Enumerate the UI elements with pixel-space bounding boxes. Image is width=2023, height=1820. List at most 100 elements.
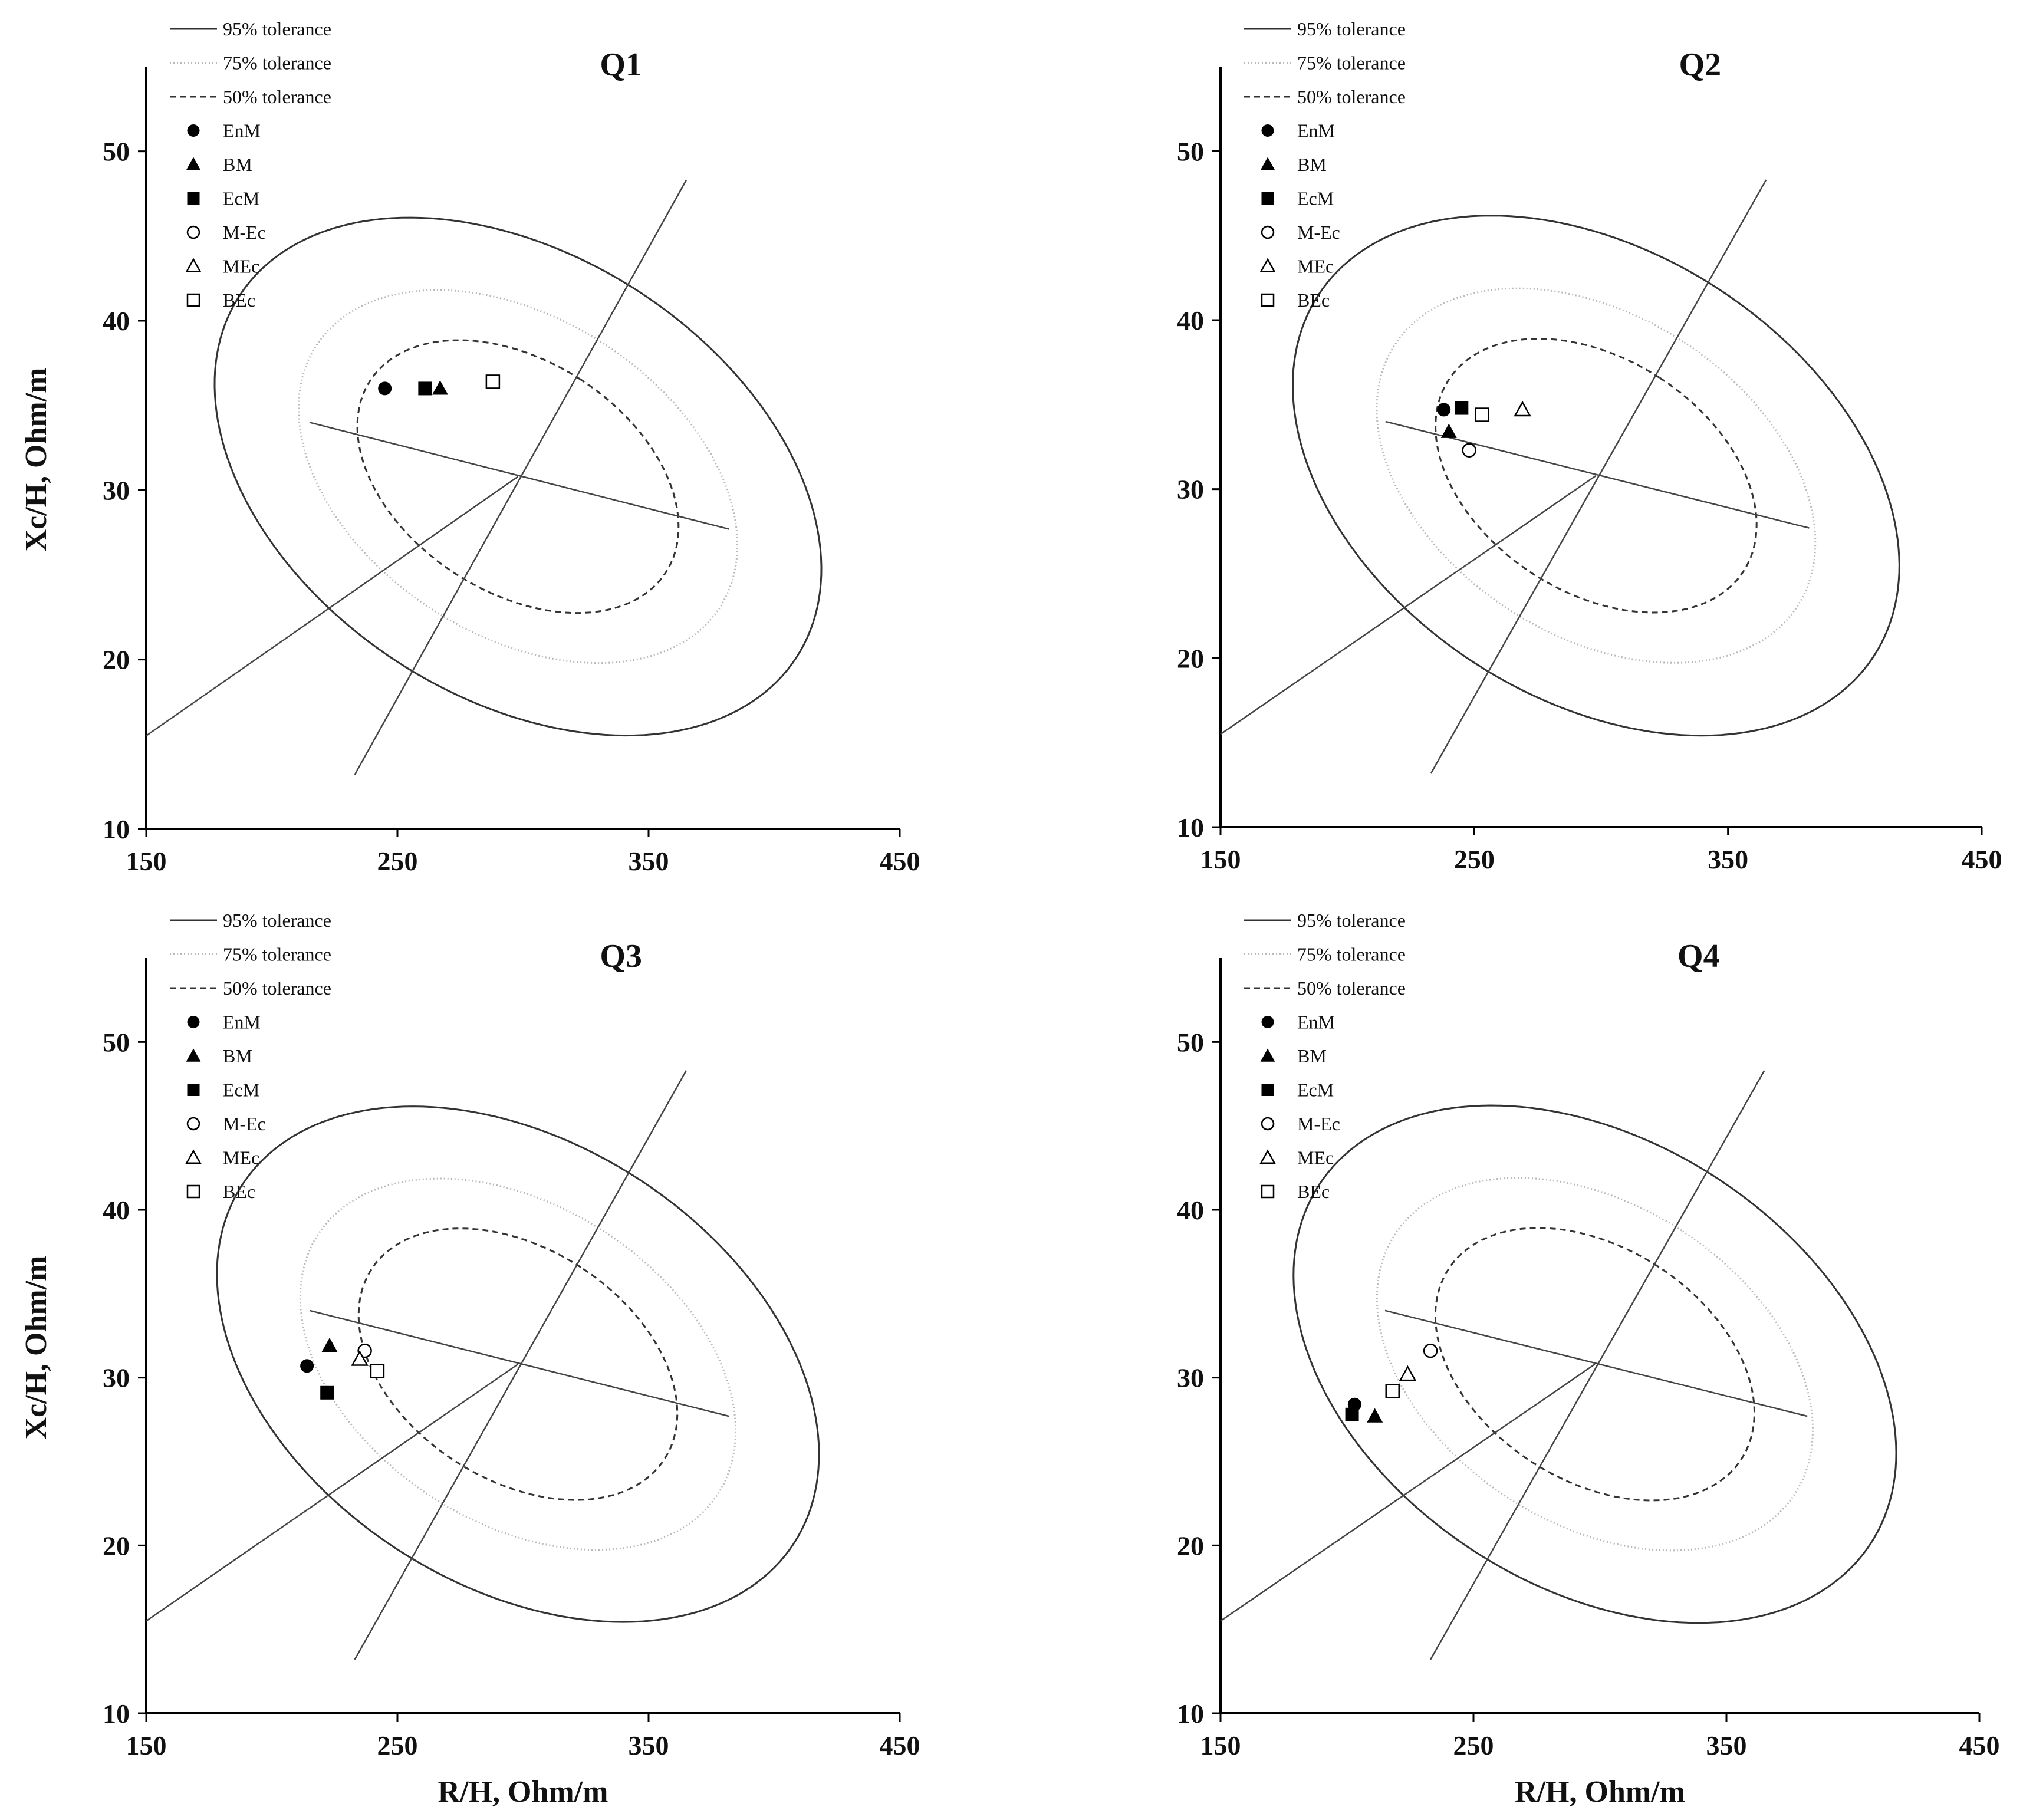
legend-label: EnM [1297, 120, 1335, 141]
legend-label: EnM [223, 120, 261, 141]
y-tick-label: 30 [103, 1363, 130, 1393]
legend-marker-enm [187, 124, 200, 137]
y-tick-label: 30 [103, 475, 130, 505]
data-point-mec [351, 1350, 369, 1366]
y-tick-label: 20 [103, 1531, 130, 1561]
legend-label: BM [1297, 1045, 1327, 1067]
data-point-ecm [1345, 1407, 1359, 1421]
legend-label: BEc [223, 1181, 255, 1202]
ellipse-axis-line [309, 422, 729, 530]
legend-marker-mec [185, 1149, 202, 1164]
y-tick-label: 30 [1177, 1363, 1204, 1393]
legend-label: M-Ec [223, 1113, 266, 1134]
ellipse-axis-line [1385, 420, 1810, 529]
tolerance-ellipse-50 [1435, 337, 1758, 614]
legend-label: BEc [223, 289, 255, 311]
data-point-ecm [1455, 401, 1469, 415]
legend-label: EcM [223, 188, 259, 209]
data-point-enm [378, 381, 392, 396]
data-point-enm [300, 1359, 314, 1373]
ellipse-axis-line [1220, 475, 1597, 735]
x-tick-label: 450 [880, 1730, 920, 1760]
data-point-bec [1385, 1384, 1400, 1398]
legend-label: 95% tolerance [1297, 910, 1406, 931]
legend-label: EcM [1297, 1080, 1334, 1101]
y-tick-label: 20 [1177, 643, 1204, 673]
legend-marker-bm [1260, 1048, 1275, 1062]
ellipse-axis-line [1220, 1363, 1596, 1622]
legend-label: MEc [1297, 256, 1334, 277]
y-tick-label: 20 [103, 645, 130, 675]
tolerance-ellipse-75 [1376, 1177, 1814, 1552]
legend-label: 50% tolerance [1297, 86, 1406, 107]
legend-label: 75% tolerance [223, 944, 331, 965]
panel-title: Q3 [600, 938, 642, 975]
legend-marker-enm [1261, 1016, 1274, 1028]
y-tick-label: 10 [103, 814, 130, 844]
y-tick-label: 10 [1177, 812, 1204, 842]
legend-marker-bec [1261, 293, 1275, 307]
legend-label: 95% tolerance [223, 18, 331, 40]
data-point-bm [432, 380, 448, 395]
legend-label: EnM [223, 1012, 261, 1033]
tolerance-ellipse-50 [1434, 1227, 1756, 1502]
legend-label: MEc [1297, 1147, 1334, 1169]
legend-marker-bec [186, 1184, 200, 1199]
x-tick-label: 150 [1200, 1730, 1241, 1760]
chart-panel-4: 150 250 350 450 10 20 30 40 50 R/H, Ohm/m Q4 95% to… [1177, 910, 2000, 1809]
legend-marker-enm [187, 1016, 200, 1028]
data-point-m-ec [1423, 1343, 1438, 1358]
ellipse-axis-line [146, 476, 519, 736]
data-point-m-ec [1462, 443, 1476, 458]
data-point-ecm [320, 1385, 334, 1400]
legend-label: 50% tolerance [223, 86, 331, 107]
legend-label: BM [223, 154, 252, 175]
x-tick-label: 350 [629, 1730, 669, 1760]
tolerance-ellipse-95 [216, 1105, 820, 1623]
legend-label: EcM [1297, 188, 1334, 209]
legend-marker-mec [1259, 1149, 1276, 1164]
legend-marker-m-ec [1261, 1117, 1275, 1131]
y-tick-label: 30 [1177, 475, 1204, 505]
y-tick-label: 50 [103, 1027, 130, 1057]
legend-label: BEc [1297, 1181, 1330, 1202]
chart-panel-2: 150 250 350 450 10 20 30 40 50 Q2 95% tolerance 75%… [1177, 18, 2002, 874]
legend-marker-bec [1261, 1184, 1275, 1199]
data-point-mec [1514, 400, 1531, 417]
legend-marker-bm [186, 1048, 201, 1062]
chart-panel-1: 150 250 350 450 10 20 30 40 50 Xc/H, Ohm/m Q1 95% t… [19, 18, 920, 876]
legend-marker-mec [185, 258, 202, 272]
legend-marker-ecm [1261, 192, 1274, 205]
legend-marker-m-ec [186, 1117, 200, 1131]
tolerance-ellipse-50 [356, 339, 680, 614]
legend-label: 50% tolerance [223, 978, 331, 999]
y-tick-label: 10 [1177, 1699, 1204, 1729]
data-point-enm [1437, 403, 1451, 417]
legend-label: BM [223, 1045, 252, 1067]
y-tick-label: 50 [1177, 136, 1204, 166]
data-point-mec [1399, 1365, 1417, 1381]
data-point-bec [370, 1364, 385, 1378]
chart-panel-3: 150 250 350 450 10 20 30 40 50 Xc/H, Ohm/m R/H, Oh… [19, 910, 920, 1809]
x-tick-label: 150 [126, 1730, 167, 1760]
ellipse-axis-line [309, 1309, 729, 1417]
x-axis-title: R/H, Ohm/m [1515, 1775, 1685, 1809]
panel-title: Q4 [1677, 938, 1720, 975]
ellipse-axis-line [354, 1070, 687, 1660]
tolerance-ellipse-95 [1291, 215, 1900, 737]
legend-label: MEc [223, 256, 259, 277]
y-tick-label: 40 [103, 1195, 130, 1225]
y-tick-label: 40 [1177, 305, 1204, 335]
data-point-bm [1367, 1408, 1383, 1423]
legend-label: 50% tolerance [1297, 978, 1406, 999]
legend-label: 95% tolerance [223, 910, 331, 931]
tolerance-ellipse-95 [1292, 1104, 1897, 1624]
legend-marker-bm [186, 157, 201, 170]
x-tick-label: 150 [126, 846, 167, 876]
ellipse-axis-line [1384, 1309, 1808, 1417]
y-tick-label: 50 [1177, 1027, 1204, 1057]
legend-label: M-Ec [223, 222, 266, 243]
legend-label: MEc [223, 1147, 259, 1169]
legend-label: M-Ec [1297, 222, 1340, 243]
